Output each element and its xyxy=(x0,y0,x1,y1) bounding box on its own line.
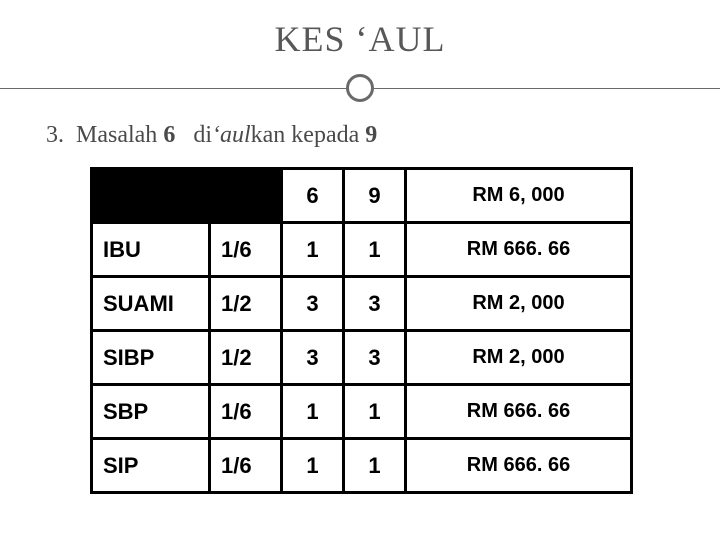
slide-title: KES ‘AUL xyxy=(40,18,680,60)
row-fraction: 1/2 xyxy=(210,277,282,331)
row-val-b: 3 xyxy=(344,331,406,385)
row-val-a: 3 xyxy=(282,331,344,385)
row-amount: RM 2, 000 xyxy=(406,277,632,331)
table-header-row: 6 9 RM 6, 000 xyxy=(92,169,632,223)
row-fraction: 1/6 xyxy=(210,385,282,439)
subtitle-mid2: kan kepada xyxy=(251,122,366,148)
row-val-a: 1 xyxy=(282,385,344,439)
aul-table: 6 9 RM 6, 000 IBU 1/6 1 1 RM 666. 66 SUA… xyxy=(90,167,633,494)
row-val-b: 1 xyxy=(344,439,406,493)
row-fraction: 1/6 xyxy=(210,439,282,493)
divider xyxy=(40,74,680,104)
row-val-a: 1 xyxy=(282,223,344,277)
table-row: SBP 1/6 1 1 RM 666. 66 xyxy=(92,385,632,439)
header-blank xyxy=(92,169,282,223)
row-val-a: 1 xyxy=(282,439,344,493)
table-row: SIP 1/6 1 1 RM 666. 66 xyxy=(92,439,632,493)
row-label: SBP xyxy=(92,385,210,439)
table-row: SIBP 1/2 3 3 RM 2, 000 xyxy=(92,331,632,385)
header-col-9: 9 xyxy=(344,169,406,223)
slide: KES ‘AUL 3. Masalah 6 di‘aulkan kepada 9… xyxy=(0,0,720,540)
subtitle-italic: ‘aul xyxy=(212,122,251,148)
table-row: IBU 1/6 1 1 RM 666. 66 xyxy=(92,223,632,277)
row-label: IBU xyxy=(92,223,210,277)
row-amount: RM 666. 66 xyxy=(406,439,632,493)
header-col-6: 6 xyxy=(282,169,344,223)
row-val-a: 3 xyxy=(282,277,344,331)
row-amount: RM 666. 66 xyxy=(406,223,632,277)
row-amount: RM 666. 66 xyxy=(406,385,632,439)
row-val-b: 1 xyxy=(344,223,406,277)
subtitle-mid1: di xyxy=(175,122,212,148)
subtitle: 3. Masalah 6 di‘aulkan kepada 9 xyxy=(46,122,680,149)
subtitle-prefix: 3. Masalah xyxy=(46,122,163,148)
header-amount: RM 6, 000 xyxy=(406,169,632,223)
row-fraction: 1/6 xyxy=(210,223,282,277)
table-row: SUAMI 1/2 3 3 RM 2, 000 xyxy=(92,277,632,331)
subtitle-num1: 6 xyxy=(163,122,175,148)
row-label: SIBP xyxy=(92,331,210,385)
row-label: SUAMI xyxy=(92,277,210,331)
row-val-b: 3 xyxy=(344,277,406,331)
row-amount: RM 2, 000 xyxy=(406,331,632,385)
table-container: 6 9 RM 6, 000 IBU 1/6 1 1 RM 666. 66 SUA… xyxy=(90,167,630,494)
divider-circle-icon xyxy=(346,74,374,102)
row-fraction: 1/2 xyxy=(210,331,282,385)
row-label: SIP xyxy=(92,439,210,493)
subtitle-num2: 9 xyxy=(365,122,377,148)
row-val-b: 1 xyxy=(344,385,406,439)
